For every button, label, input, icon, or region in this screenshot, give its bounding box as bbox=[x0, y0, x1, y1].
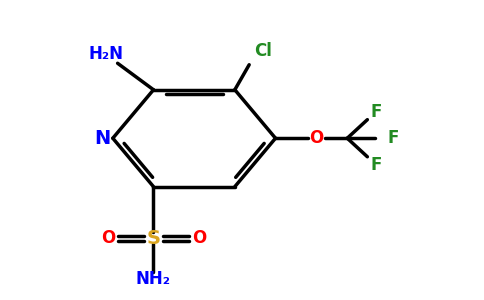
Text: O: O bbox=[309, 129, 323, 147]
Text: O: O bbox=[101, 229, 115, 247]
Text: F: F bbox=[370, 103, 382, 121]
Text: NH₂: NH₂ bbox=[136, 270, 171, 288]
Text: H₂N: H₂N bbox=[88, 45, 123, 63]
Text: S: S bbox=[147, 229, 161, 248]
Text: F: F bbox=[388, 129, 399, 147]
Text: N: N bbox=[94, 129, 110, 148]
Text: F: F bbox=[370, 156, 382, 174]
Text: O: O bbox=[192, 229, 206, 247]
Text: Cl: Cl bbox=[255, 43, 272, 61]
